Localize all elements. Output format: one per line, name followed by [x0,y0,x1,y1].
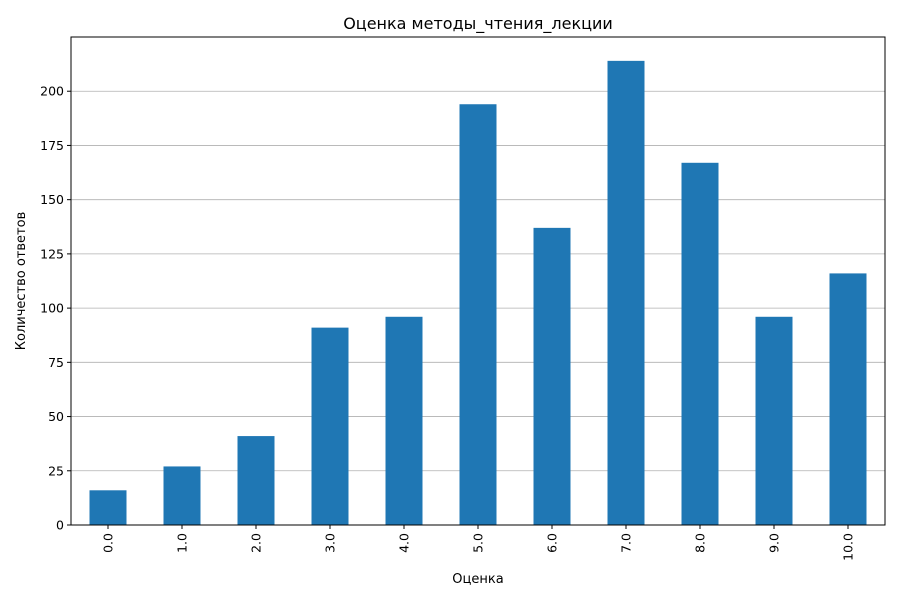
bar [311,327,349,525]
x-tick-label: 1.0 [175,533,190,553]
y-tick-label: 100 [40,301,64,316]
y-tick-label: 175 [40,138,64,153]
x-tick-label: 8.0 [693,533,708,553]
x-tick-label: 5.0 [471,533,486,553]
y-tick-label: 25 [48,463,64,478]
bar [829,273,867,525]
y-tick-label: 50 [48,409,64,424]
y-axis: 0 25 50 75 100 125 150 175 200 [40,84,71,533]
bars [89,60,867,525]
x-tick-label: 2.0 [249,533,264,553]
y-tick-label: 150 [40,192,64,207]
bar [89,490,127,525]
x-axis: 0.0 1.0 2.0 3.0 4.0 5.0 6.0 7.0 8.0 9.0 10.0 [101,525,856,561]
bar [459,104,497,525]
x-axis-label: Оценка [452,572,503,587]
x-tick-label: 4.0 [397,533,412,553]
bar [607,60,645,525]
y-axis-label: Количество ответов [14,212,29,350]
y-tick-label: 0 [56,518,64,533]
bar [681,162,719,525]
bar [385,316,423,525]
x-tick-label: 7.0 [619,533,634,553]
y-tick-label: 125 [40,246,64,261]
x-tick-label: 10.0 [841,533,856,561]
chart-title: Оценка методы_чтения_лекции [343,14,613,34]
bar [533,227,571,525]
bar [755,316,793,525]
y-tick-label: 200 [40,84,64,99]
x-tick-label: 6.0 [545,533,560,553]
x-tick-label: 0.0 [101,533,116,553]
bar [163,466,201,525]
y-tick-label: 75 [48,355,64,370]
bar [237,436,275,525]
x-tick-label: 9.0 [767,533,782,553]
x-tick-label: 3.0 [323,533,338,553]
